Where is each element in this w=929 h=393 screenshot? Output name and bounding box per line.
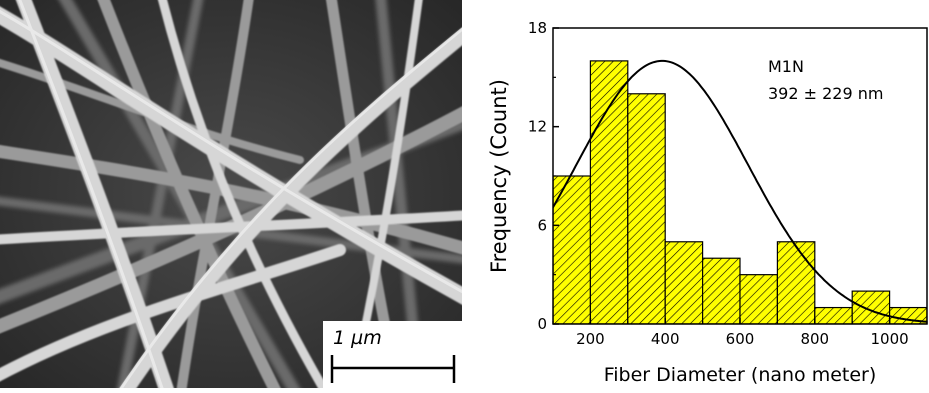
histogram-panel: 200 400 600 800 1000 0 6 12 18 M1N 392 ± 229 nm…	[462, 0, 929, 388]
y-tick-label: 6	[537, 216, 547, 234]
y-tick-label: 18	[528, 19, 547, 37]
scale-bar-box: 1 µm	[323, 321, 462, 388]
histogram-bar	[628, 94, 665, 324]
histogram-bar	[777, 242, 814, 324]
scale-bar	[323, 321, 462, 388]
histogram-bar	[815, 308, 852, 324]
sem-micrograph: 1 µm	[0, 0, 462, 388]
histogram-bar	[590, 61, 627, 324]
histogram-bar	[852, 291, 889, 324]
y-axis-label: Frequency (Count)	[487, 79, 511, 273]
stats-label: 392 ± 229 nm	[768, 84, 883, 103]
histogram-bar	[665, 242, 702, 324]
histogram-chart: 200 400 600 800 1000 0 6 12 18 M1N 392 ± 229 nm…	[462, 0, 929, 388]
sample-label: M1N	[768, 57, 804, 76]
x-axis-label: Fiber Diameter (nano meter)	[604, 364, 877, 386]
x-tick-label: 200	[576, 330, 605, 348]
histogram-bar	[703, 258, 740, 324]
y-tick-label: 12	[528, 118, 547, 136]
y-tick-label: 0	[537, 315, 547, 333]
x-tick-label: 400	[651, 330, 680, 348]
x-tick-label: 600	[726, 330, 755, 348]
x-tick-label: 1000	[871, 330, 909, 348]
histogram-bar	[740, 275, 777, 324]
x-tick-label: 800	[800, 330, 829, 348]
